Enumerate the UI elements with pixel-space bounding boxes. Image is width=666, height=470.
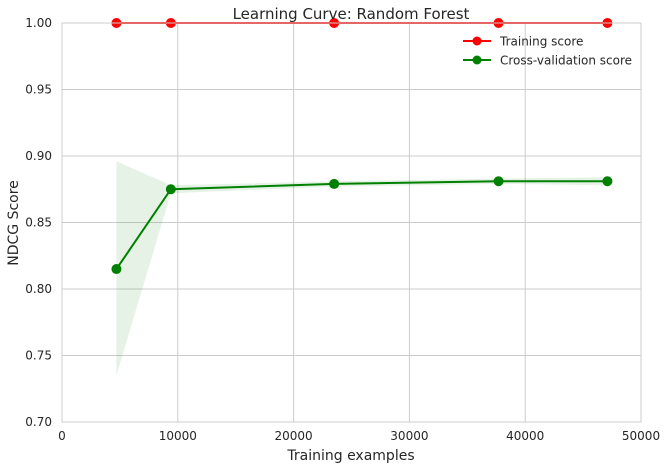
y-tick-label: 0.80	[25, 282, 52, 296]
series-1-point	[165, 184, 176, 195]
x-tick-label: 10000	[159, 429, 197, 443]
x-tick-label: 40000	[506, 429, 544, 443]
y-tick-label: 1.00	[25, 16, 52, 30]
series-1-point	[111, 264, 122, 275]
x-axis-label: Training examples	[286, 448, 414, 464]
y-tick-label: 0.85	[25, 216, 52, 230]
legend-swatch-marker	[472, 36, 482, 46]
x-tick-label: 0	[58, 429, 66, 443]
confidence-bands	[116, 161, 608, 376]
y-tick-label: 0.95	[25, 83, 52, 97]
chart-title: Learning Curve: Random Forest	[233, 5, 470, 23]
series-1-point	[329, 178, 340, 189]
y-tick-label: 0.70	[25, 415, 52, 429]
plot-frame	[61, 22, 642, 423]
y-axis-label: NDCG Score	[6, 180, 22, 266]
x-tick-label: 30000	[390, 429, 428, 443]
legend: Training score Cross-validation score	[463, 35, 632, 68]
legend-swatch-marker	[472, 55, 482, 65]
legend-label: Training score	[499, 35, 583, 49]
series-1-band	[116, 161, 608, 376]
x-tick-label: 20000	[275, 429, 313, 443]
y-tick-label: 0.75	[25, 349, 52, 363]
series-1-point	[602, 176, 613, 187]
axes: 0 10000 20000 30000 40000 50000 0.70 0.75 0.80 0.…	[25, 16, 660, 443]
y-tick-label: 0.90	[25, 149, 52, 163]
x-tick-label: 50000	[622, 429, 660, 443]
legend-label: Cross-validation score	[500, 54, 632, 68]
series-1-point	[493, 176, 504, 187]
